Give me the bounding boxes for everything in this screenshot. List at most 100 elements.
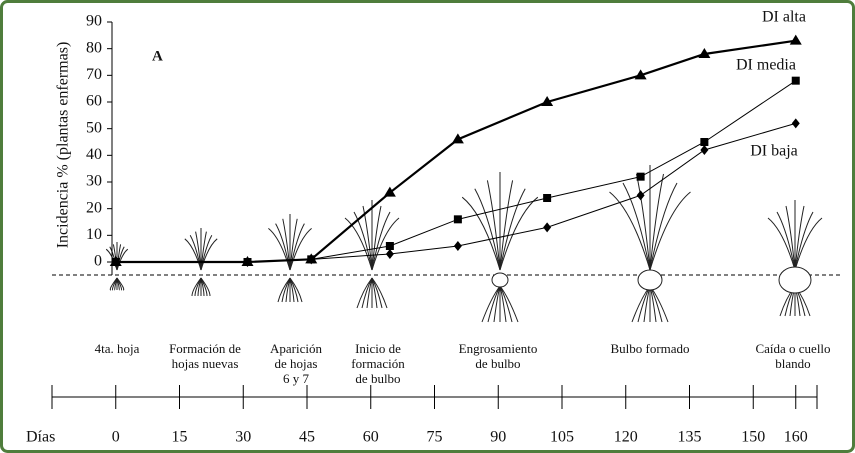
leaf [767, 217, 796, 271]
leaf [794, 205, 805, 271]
y-tick-label: 90 [86, 13, 102, 30]
plant-sketch [184, 228, 218, 297]
y-axis-label: Incidencia % (plantas enfermas) [55, 42, 72, 249]
leaf [499, 188, 526, 271]
marker [789, 34, 802, 45]
leaf [609, 191, 651, 271]
stage-label: Caída o cuello [755, 341, 830, 356]
stage-label: blando [775, 356, 810, 371]
y-tick-label: 70 [86, 66, 102, 83]
x-tick-label: 0 [112, 429, 120, 446]
marker [700, 145, 709, 155]
series-name: DI baja [750, 143, 798, 160]
leaf [200, 238, 218, 271]
marker [700, 138, 709, 146]
marker [541, 96, 554, 106]
leaf [275, 223, 291, 271]
plant-sketch [105, 242, 129, 291]
y-tick-label: 20 [86, 199, 102, 216]
marker [636, 190, 645, 201]
leaf [794, 217, 823, 271]
bulb [491, 272, 509, 288]
y-tick-label: 50 [86, 119, 102, 136]
x-tick-label: 120 [614, 429, 638, 446]
plant-sketch [767, 200, 823, 317]
stage-label: hojas nuevas [172, 356, 239, 371]
root [493, 285, 501, 323]
marker [385, 249, 394, 259]
root [289, 277, 303, 303]
stage-label: 6 y 7 [283, 371, 310, 386]
leaf [371, 205, 382, 271]
x-tick-label: 150 [741, 429, 765, 446]
y-tick-label: 0 [94, 253, 102, 270]
panel-label: A [152, 48, 163, 64]
marker [111, 257, 120, 267]
leaf [371, 211, 391, 271]
leaf [499, 180, 514, 271]
stage-label: de bulbo [355, 371, 400, 386]
leaf [353, 211, 373, 271]
stage-label: Aparición [270, 341, 322, 356]
leaf [474, 188, 501, 271]
y-tick-label: 80 [86, 39, 102, 56]
leaf [289, 228, 312, 271]
leaf [649, 182, 678, 271]
stage-label: de hojas [275, 356, 318, 371]
x-tick-label: 30 [235, 429, 251, 446]
stage-label: Formación de [169, 341, 241, 356]
leaf [636, 173, 651, 271]
series-name: DI media [736, 57, 796, 74]
y-tick-label: 10 [86, 226, 102, 243]
leaf [486, 180, 501, 271]
y-tick-label: 30 [86, 173, 102, 190]
bulb [637, 269, 663, 291]
marker [451, 133, 464, 144]
leaf [461, 196, 501, 271]
x-tick-label: 105 [550, 429, 574, 446]
marker [791, 76, 800, 85]
leaf [649, 191, 691, 271]
leaf [622, 182, 651, 271]
leaf [362, 205, 373, 271]
leaf [289, 223, 305, 271]
y-tick-label: 60 [86, 93, 102, 110]
leaf [116, 248, 129, 271]
root [499, 285, 519, 323]
x-axis-label: Días [26, 429, 55, 446]
marker [698, 48, 711, 58]
x-tick-label: 15 [172, 429, 188, 446]
x-tick-label: 45 [299, 429, 315, 446]
root [116, 277, 125, 291]
stage-label: Inicio de [355, 341, 401, 356]
leaf [794, 211, 814, 271]
marker [636, 172, 645, 181]
stage-label: formación [351, 356, 405, 371]
stage-label: Bulbo formado [610, 341, 689, 356]
marker [634, 69, 647, 80]
x-tick-label: 60 [363, 429, 379, 446]
marker [453, 215, 462, 224]
marker [383, 186, 396, 197]
leaf [649, 173, 664, 271]
x-tick-label: 90 [490, 429, 506, 446]
x-tick-label: 135 [678, 429, 702, 446]
plant-sketch [344, 200, 400, 309]
leaf [344, 217, 373, 271]
leaf [268, 228, 291, 271]
marker [243, 257, 252, 267]
leaf [785, 205, 796, 271]
bulb [778, 266, 812, 294]
stage-label: Engrosamiento [459, 341, 538, 356]
marker [307, 254, 316, 265]
leaf [289, 218, 298, 271]
marker [385, 242, 394, 250]
marker [791, 118, 800, 129]
marker [453, 241, 462, 251]
marker [543, 194, 552, 202]
root [200, 277, 211, 297]
plant-sketch [268, 214, 312, 303]
marker [543, 222, 552, 233]
